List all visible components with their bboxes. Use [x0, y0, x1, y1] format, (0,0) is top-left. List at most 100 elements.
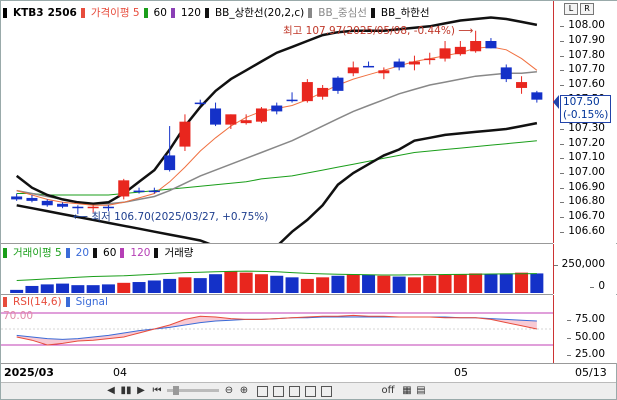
candle-body: [332, 77, 344, 91]
bb-upper-line: [15, 16, 538, 206]
volume-bar: [101, 284, 115, 293]
candle-body: [516, 82, 528, 88]
candle-body: [301, 82, 313, 102]
volume-bar: [239, 272, 253, 293]
prev-button[interactable]: ◀: [107, 385, 115, 396]
line-icon[interactable]: [289, 386, 300, 397]
volume-chart[interactable]: [1, 244, 553, 294]
current-price-change: (-0.15%): [563, 109, 609, 121]
candle-body: [531, 92, 543, 100]
volume-bar: [453, 274, 467, 293]
low-annotation-text: 최저 106.70(2025/03/27, +0.75%): [91, 211, 269, 223]
volume-bar: [193, 278, 207, 293]
volume-pane[interactable]: 거래이평 5 20 60 120 거래량: [1, 244, 553, 295]
volume-axis[interactable]: 250,000 0: [553, 244, 617, 294]
crosshair-icon[interactable]: [257, 386, 268, 397]
axis-right-button[interactable]: R: [580, 3, 594, 15]
rsi-axis[interactable]: 75.00 50.00 25.00: [553, 295, 617, 363]
legend-swatch: [143, 7, 148, 18]
legend-vol-ma20: 20: [75, 246, 90, 259]
volume-ma5-line: [16, 270, 537, 281]
ma60-line: [16, 140, 537, 196]
scroll-thumb[interactable]: [173, 386, 179, 395]
legend-swatch: [308, 7, 313, 18]
list-icon[interactable]: ▤: [416, 385, 426, 396]
rsi-signal-fill: [16, 315, 537, 345]
layout-icon[interactable]: ▦: [402, 385, 412, 396]
volume-bar: [392, 276, 406, 293]
volume-bar: [132, 282, 146, 293]
volume-bar: [484, 274, 498, 293]
axis-left-button[interactable]: L: [564, 3, 578, 15]
first-button[interactable]: ⏮: [152, 385, 162, 396]
candle-body: [87, 206, 99, 209]
zoom-out-icon[interactable]: ⊖: [224, 385, 234, 396]
next-button[interactable]: ▶: [137, 385, 145, 396]
price-tick: 106.70: [560, 210, 605, 222]
candle-body: [317, 87, 329, 97]
candle-body: [240, 120, 252, 124]
legend-swatch: [154, 247, 159, 258]
rsi-chart[interactable]: [1, 295, 553, 363]
volume-bar: [117, 282, 131, 293]
candle-body: [255, 108, 267, 122]
candle-body: [271, 105, 283, 112]
volume-bar: [316, 277, 330, 293]
volume-bar: [56, 283, 70, 293]
candle-body: [393, 61, 405, 68]
text-icon[interactable]: [305, 386, 316, 397]
off-toggle[interactable]: off: [381, 385, 395, 396]
price-pane[interactable]: KTB3 2506 가격이평 5 60 120 BB_상한선(20,2,c) B…: [1, 1, 553, 244]
rsi-tick: 25.00: [566, 348, 605, 360]
candle-body: [210, 108, 222, 125]
legend-swatch: [370, 7, 375, 18]
volume-legend: 거래이평 5 20 60 120 거래량: [3, 245, 193, 260]
candle-body: [408, 61, 420, 65]
tool-icons[interactable]: [257, 386, 377, 397]
scroll-track[interactable]: [167, 389, 219, 392]
zoom-in-icon[interactable]: ⊕: [239, 385, 249, 396]
volume-bar: [10, 289, 24, 293]
volume-bar: [469, 273, 483, 293]
rsi-line: [16, 314, 538, 346]
volume-bar: [25, 285, 39, 293]
price-tick: 106.60: [560, 224, 605, 237]
x-axis-month-05: 05: [454, 366, 468, 379]
legend-signal: Signal: [75, 296, 108, 308]
candle-body: [102, 206, 114, 209]
legend-rsi: RSI(14,6): [13, 296, 62, 308]
candle-body: [454, 46, 466, 55]
price-tick: 107.60: [560, 78, 605, 90]
candle-body: [41, 200, 53, 206]
volume-bar: [163, 278, 177, 293]
legend-swatch: [3, 247, 7, 258]
bb-middle-line: [16, 71, 537, 205]
price-tick: 108.00: [560, 19, 605, 32]
volume-bar: [407, 277, 421, 293]
current-price-value: 107.50: [563, 96, 600, 108]
settings-icon[interactable]: [321, 386, 332, 397]
volume-bar: [209, 274, 223, 293]
candle-body: [378, 70, 390, 74]
pause-button[interactable]: ▮▮: [120, 385, 132, 396]
candle-body: [11, 196, 23, 200]
rsi-pane[interactable]: RSI(14,6) Signal 70.00: [1, 295, 553, 363]
candle-body: [470, 41, 482, 52]
candle-body: [439, 48, 451, 59]
high-annotation: 최고 107.97(2025/05/08, -0.44%) ⟶: [283, 23, 473, 38]
grid-icon[interactable]: [273, 386, 284, 397]
volume-bar: [270, 275, 284, 293]
price-tick: 106.90: [560, 180, 605, 193]
arrow-right-icon: ⟶: [458, 25, 474, 37]
legend-vol-ma120: 120: [130, 246, 151, 259]
legend-vol-ma5: 거래이평 5: [13, 247, 62, 259]
price-axis[interactable]: L R 108.00 107.90 107.80 107.70 107.60 107.50…: [553, 1, 617, 243]
legend-swatch: [120, 247, 125, 258]
candle-body: [133, 190, 145, 193]
volume-bar: [346, 274, 360, 293]
legend-ma60: 60: [153, 6, 167, 19]
price-tick: 106.80: [560, 195, 605, 208]
price-chart[interactable]: [1, 1, 553, 243]
candle-body: [363, 65, 375, 68]
